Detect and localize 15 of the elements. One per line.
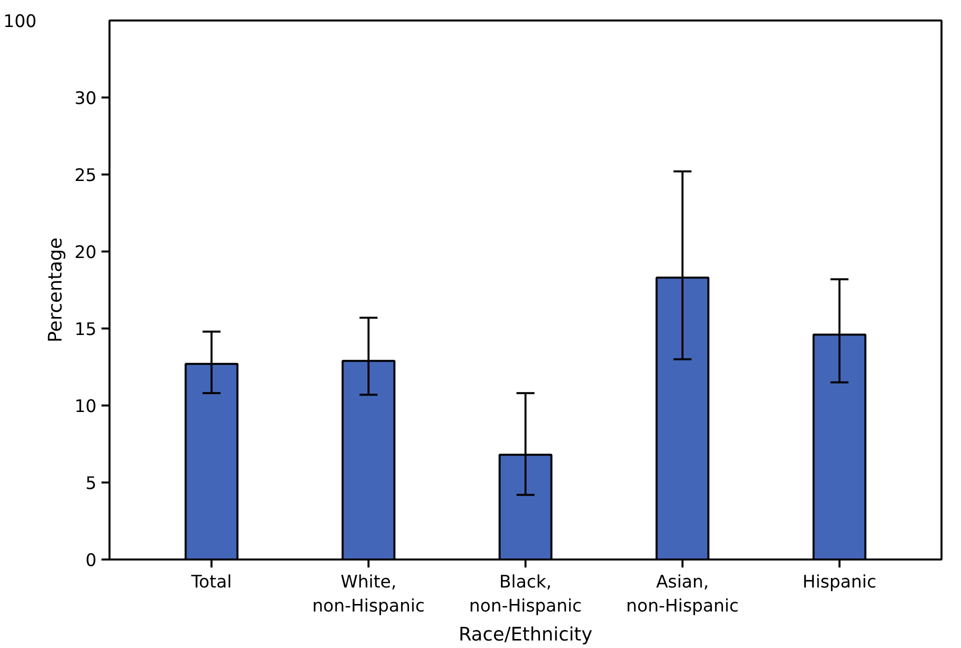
x-tick-label: White, non-Hispanic [312,572,425,616]
x-axis-title: Race/Ethnicity [458,624,592,646]
x-tick-label: Total [190,572,232,592]
x-tick-label: Asian, non-Hispanic [626,572,739,616]
y-tick-label: 5 [85,474,97,494]
text: 100 [3,12,37,32]
y-axis-title: Percentage [45,238,66,342]
y-tick-label: 20 [74,243,97,263]
y-tick-label: 0 [85,551,97,571]
y-tick-label: 25 [74,166,97,186]
x-tick-label: Hispanic [802,572,876,592]
y-tick-label: 30 [74,89,97,109]
y-tick-label: 10 [74,397,97,417]
x-tick-label: Black, non-Hispanic [469,572,582,616]
y-tick-label: 15 [74,320,97,340]
